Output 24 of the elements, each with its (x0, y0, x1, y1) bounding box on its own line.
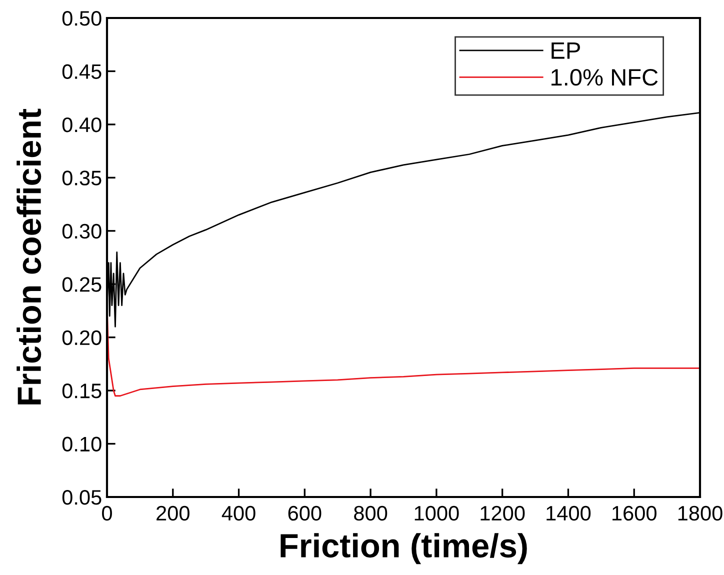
x-tick-label: 1200 (480, 506, 525, 521)
x-tick-label: 1000 (414, 506, 459, 521)
y-tick-label: 0.45 (62, 64, 102, 79)
x-tick-label: 800 (354, 506, 388, 521)
y-tick-label: 0.30 (62, 224, 102, 239)
y-tick-label: 0.50 (62, 11, 102, 26)
y-tick-label: 0.35 (62, 170, 102, 186)
y-tick-label: 0.05 (62, 490, 102, 505)
legend-label: 1.0% NFC (552, 68, 658, 86)
x-tick-label: 1800 (678, 506, 722, 521)
y-tick-label: 0.15 (62, 384, 102, 398)
y-tick-label: 0.25 (62, 277, 102, 292)
y-tick-label: 0.20 (62, 330, 102, 346)
x-tick-label: 400 (222, 506, 256, 521)
x-tick-label: 1600 (612, 506, 656, 521)
y-axis-title: Friction coefficient (16, 108, 42, 404)
x-tick-label: 600 (288, 506, 322, 521)
x-axis-title: Friction (time/s) (280, 533, 527, 564)
x-tick-label: 1400 (546, 506, 591, 521)
x-tick-label: 200 (156, 506, 190, 521)
x-tick-label: 0 (102, 506, 112, 521)
y-tick-label: 0.40 (62, 117, 102, 132)
y-tick-label: 0.10 (62, 436, 102, 452)
legend-label: EP (552, 42, 580, 59)
